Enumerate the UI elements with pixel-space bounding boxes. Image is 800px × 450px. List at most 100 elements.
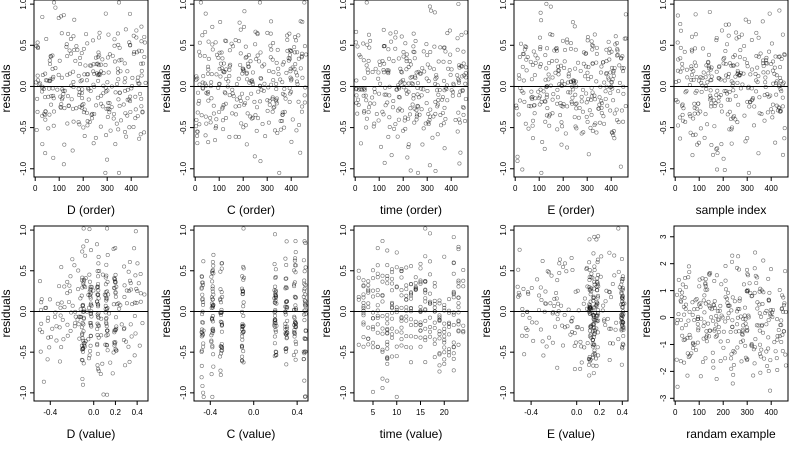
data-point xyxy=(200,80,205,85)
data-point xyxy=(523,326,528,331)
data-point xyxy=(117,58,122,63)
data-point xyxy=(451,323,456,328)
data-point xyxy=(732,299,737,304)
data-point xyxy=(690,49,695,54)
data-point xyxy=(302,100,307,105)
data-point xyxy=(86,337,91,342)
data-point xyxy=(674,292,679,297)
data-point xyxy=(544,95,549,100)
data-point xyxy=(458,89,463,94)
data-point xyxy=(570,268,575,273)
data-point xyxy=(719,142,724,147)
data-point xyxy=(733,74,738,79)
data-point xyxy=(413,319,418,324)
data-point xyxy=(287,86,292,91)
data-point xyxy=(292,284,297,289)
data-point xyxy=(103,63,108,68)
data-point xyxy=(288,75,293,80)
data-point xyxy=(200,283,205,288)
data-point xyxy=(456,77,461,82)
plot-frame xyxy=(33,225,149,402)
data-point xyxy=(88,63,93,68)
data-point xyxy=(424,76,429,81)
data-point xyxy=(200,312,205,317)
data-point xyxy=(764,349,769,354)
data-point xyxy=(598,274,603,279)
data-point xyxy=(375,275,380,280)
data-point xyxy=(203,11,208,16)
data-point xyxy=(442,330,447,335)
data-point xyxy=(373,66,378,71)
data-point xyxy=(103,275,108,280)
data-point xyxy=(751,347,756,352)
data-point xyxy=(404,345,409,350)
data-point xyxy=(380,347,385,352)
data-point xyxy=(617,63,622,68)
x-axis-label: C (order) xyxy=(227,203,275,217)
data-point xyxy=(779,339,784,344)
data-point xyxy=(200,292,205,297)
data-point xyxy=(770,68,775,73)
data-point xyxy=(594,79,599,84)
data-point xyxy=(595,314,600,319)
data-point xyxy=(587,277,592,282)
data-point xyxy=(558,113,563,118)
data-point xyxy=(53,66,58,71)
data-point xyxy=(731,80,736,85)
data-point xyxy=(137,136,142,141)
data-point xyxy=(735,345,740,350)
data-point xyxy=(88,323,93,328)
data-point xyxy=(522,352,527,357)
data-point xyxy=(752,361,757,366)
data-point xyxy=(415,112,420,117)
data-point xyxy=(292,334,297,339)
data-point xyxy=(695,306,700,311)
data-point xyxy=(568,41,573,46)
x-axis-label: randam example xyxy=(686,427,776,441)
data-point xyxy=(463,30,468,35)
data-point xyxy=(427,272,432,277)
data-point xyxy=(90,116,95,121)
data-point xyxy=(552,296,557,301)
data-point xyxy=(582,296,587,301)
data-point xyxy=(241,264,246,269)
data-point xyxy=(116,77,121,82)
data-point xyxy=(680,118,685,123)
data-point xyxy=(678,69,683,74)
data-point xyxy=(248,59,253,64)
data-point xyxy=(78,314,83,319)
data-point xyxy=(757,342,762,347)
data-point xyxy=(693,46,698,51)
data-point xyxy=(408,306,413,311)
data-point xyxy=(52,314,57,319)
data-point xyxy=(380,349,385,354)
data-point xyxy=(591,298,596,303)
y-tick-label: 3 xyxy=(659,234,668,239)
data-point xyxy=(736,35,741,40)
data-point xyxy=(537,102,542,107)
data-point xyxy=(44,305,49,310)
data-point xyxy=(96,254,101,259)
data-point xyxy=(541,89,546,94)
data-point xyxy=(574,101,579,106)
data-point xyxy=(240,274,245,279)
data-point xyxy=(573,289,578,294)
data-point xyxy=(370,324,375,329)
data-point xyxy=(127,278,132,283)
data-point xyxy=(366,279,371,284)
data-point xyxy=(621,334,626,339)
data-point xyxy=(714,69,719,74)
y-tick-label: -3 xyxy=(659,394,668,402)
data-point xyxy=(588,98,593,103)
data-point xyxy=(197,40,202,45)
data-point xyxy=(572,367,577,372)
data-point xyxy=(303,52,308,57)
data-point xyxy=(752,345,757,350)
data-point xyxy=(280,119,285,124)
data-point xyxy=(389,306,394,311)
data-point xyxy=(689,77,694,82)
data-point xyxy=(268,55,273,60)
data-point xyxy=(68,289,73,294)
data-point xyxy=(737,306,742,311)
data-point xyxy=(201,259,206,264)
